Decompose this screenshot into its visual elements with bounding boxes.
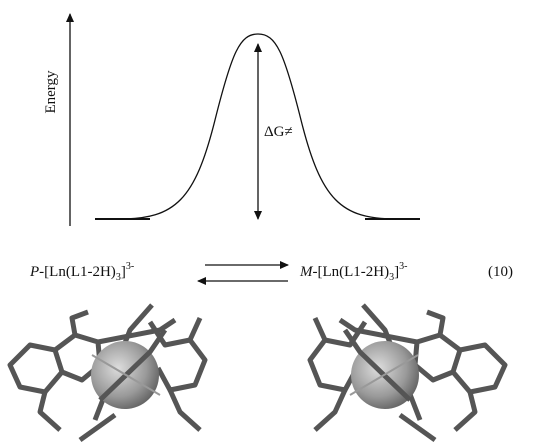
text-part: -[Ln(L1-2H): [313, 264, 390, 280]
barrier-label: ΔG≠: [264, 124, 293, 140]
equation-number: (10): [488, 264, 513, 280]
right-species: M-[Ln(L1-2H)3]3-: [299, 261, 407, 283]
p-isomer-structure: [10, 305, 205, 440]
m-isomer-structure: [310, 305, 505, 440]
text-part: P: [29, 264, 39, 280]
axis-label: Energy: [43, 70, 59, 114]
left-species: P-[Ln(L1-2H)3]3-: [29, 261, 134, 283]
text-part: -[Ln(L1-2H): [39, 264, 116, 280]
text-part: 3-: [399, 261, 407, 272]
text-part: 3-: [126, 261, 134, 272]
figure: Energy ΔG≠ P-[Ln(L1-2H)3]3- M-[Ln(L1-2H)…: [0, 0, 538, 447]
